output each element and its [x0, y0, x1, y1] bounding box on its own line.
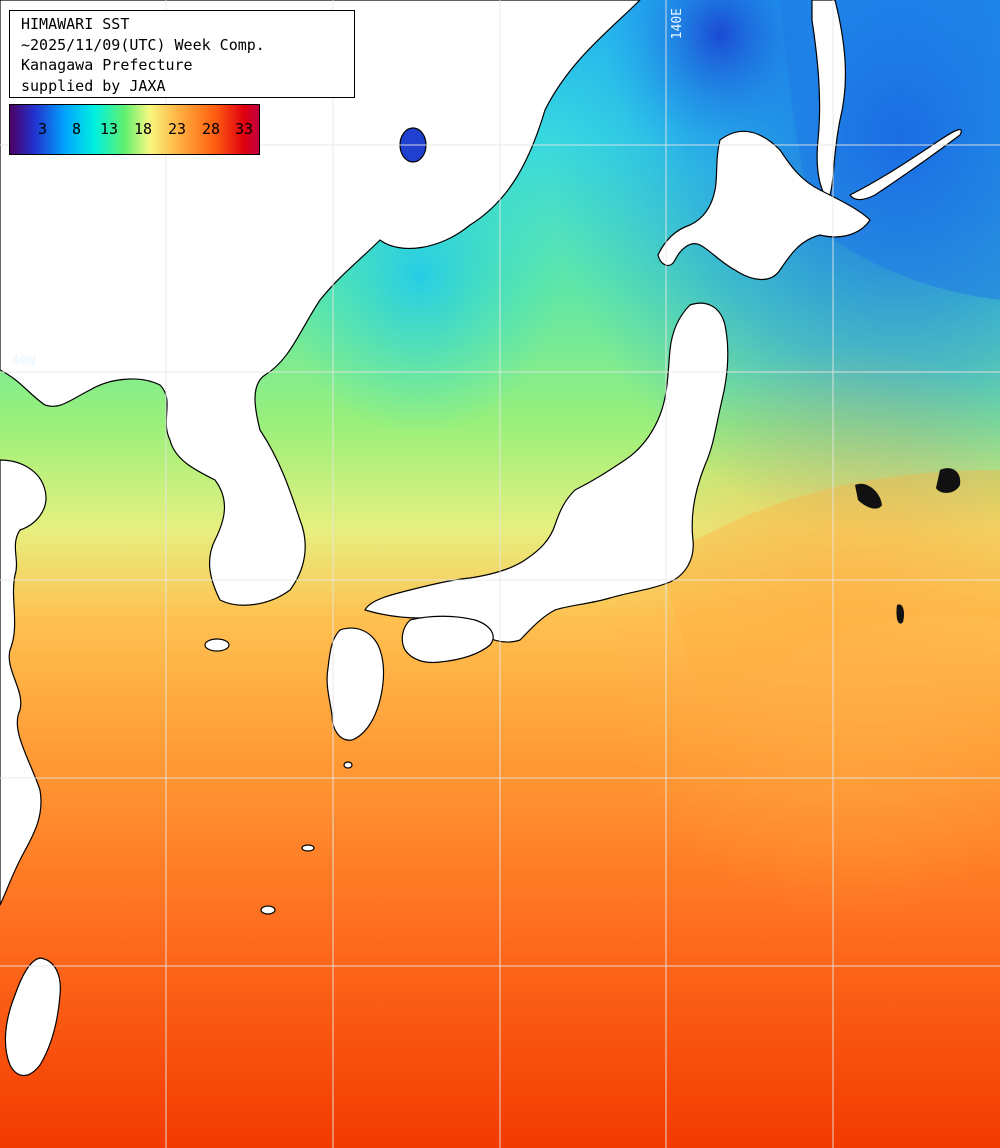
legend-tick: 3 [38, 120, 48, 138]
title-line-region: Kanagawa Prefecture [21, 56, 193, 74]
kyushu [326, 627, 385, 741]
kuril-islands [849, 128, 962, 201]
legend-tick: 33 [235, 120, 254, 138]
island-small-3 [301, 844, 315, 852]
china-coast [0, 459, 47, 906]
title-line-product: HIMAWARI SST [21, 15, 130, 33]
legend-tick: 13 [100, 120, 119, 138]
legend-tick: 28 [202, 120, 221, 138]
island-small-4 [260, 905, 276, 915]
island-small-2 [204, 638, 230, 652]
cloud-mask [855, 468, 961, 624]
title-line-credit: supplied by JAXA [21, 76, 166, 95]
legend-tick: 23 [168, 120, 187, 138]
legend-tick: 18 [134, 120, 153, 138]
grid-label-40n: 40N [12, 354, 36, 369]
hokkaido [657, 130, 871, 280]
color-scale-legend: 3 8 13 18 23 28 33 [9, 104, 260, 155]
title-line-period: ~2025/11/09(UTC) Week Comp. [21, 35, 265, 54]
island-small-5 [343, 761, 353, 769]
shikoku [401, 615, 494, 664]
title-box: HIMAWARI SST ~2025/11/09(UTC) Week Comp.… [9, 10, 355, 98]
grid-label-140e: 140E [670, 8, 685, 40]
taiwan [4, 957, 61, 1077]
legend-tick: 8 [72, 120, 82, 138]
